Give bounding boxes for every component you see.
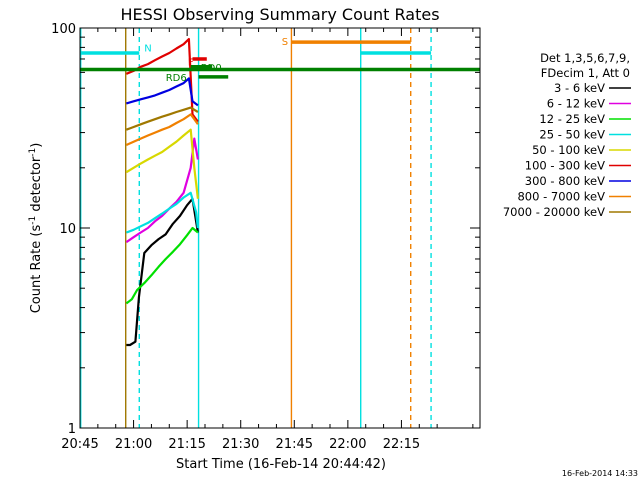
- x-axis: 20:45 21:00 21:15 21:30 21:45 22:00 22:15: [61, 28, 474, 452]
- x-tick-label: 21:15: [168, 437, 205, 452]
- legend-entry-label: 800 - 7000 keV: [517, 190, 605, 204]
- legend-header-line: FDecim 1, Att 0: [541, 66, 630, 80]
- flag-label: RD6: [166, 73, 187, 84]
- legend-entry-label: 12 - 25 keV: [539, 112, 605, 126]
- y-axis: 1 10 100: [51, 22, 480, 437]
- x-tick-label: 20:45: [61, 437, 98, 452]
- observing-flag-lines: [80, 28, 432, 428]
- legend: Det 1,3,5,6,7,9, FDecim 1, Att 0 3 - 6 k…: [503, 51, 631, 219]
- flag-label: RD0: [201, 63, 222, 74]
- legend-entry-label: 100 - 300 keV: [525, 159, 605, 173]
- legend-entry-label: 25 - 50 keV: [539, 128, 605, 142]
- y-axis-label-part: detector: [29, 156, 44, 216]
- y-axis-label-exp: -1: [28, 216, 38, 225]
- y-tick-label: 1: [68, 422, 76, 437]
- series-line: [125, 128, 199, 199]
- flag-label: F: [188, 57, 194, 68]
- y-axis-label-part: Count Rate (s: [29, 225, 44, 314]
- x-tick-label: 21:30: [222, 437, 259, 452]
- x-axis-label: Start Time (16-Feb-14 20:44:42): [176, 457, 386, 472]
- x-tick-label: 22:15: [383, 437, 420, 452]
- y-axis-label: Count Rate (s-1 detector-1): [28, 143, 44, 314]
- chart-title: HESSI Observing Summary Count Rates: [120, 5, 439, 24]
- flag-label: S: [282, 37, 288, 48]
- series-line: [126, 77, 199, 107]
- legend-entry-label: 3 - 6 keV: [554, 81, 605, 95]
- series-line: [125, 37, 199, 123]
- flag-label: N: [144, 43, 151, 54]
- y-tick-label: 100: [51, 22, 76, 37]
- y-axis-label-part: ): [29, 143, 44, 148]
- timestamp: 16-Feb-2014 14:33: [562, 469, 638, 478]
- y-tick-label: 10: [59, 222, 76, 237]
- plot-frame: [79, 27, 481, 429]
- y-axis-label-exp: -1: [28, 148, 38, 157]
- series-line: [125, 137, 199, 244]
- series-line: [125, 226, 199, 305]
- legend-header-line: Det 1,3,5,6,7,9,: [540, 51, 630, 65]
- x-tick-label: 21:00: [115, 437, 152, 452]
- legend-entry-label: 50 - 100 keV: [532, 143, 605, 157]
- legend-entry-label: 7000 - 20000 keV: [503, 205, 605, 219]
- series-line: [126, 106, 199, 131]
- series-group: [125, 37, 199, 347]
- series-line: [125, 113, 199, 146]
- x-tick-label: 22:00: [329, 437, 366, 452]
- x-tick-label: 21:45: [276, 437, 313, 452]
- series-line: [126, 197, 199, 347]
- series-line: [126, 191, 199, 234]
- legend-entry-label: 6 - 12 keV: [547, 97, 605, 111]
- legend-entry-label: 300 - 800 keV: [525, 174, 605, 188]
